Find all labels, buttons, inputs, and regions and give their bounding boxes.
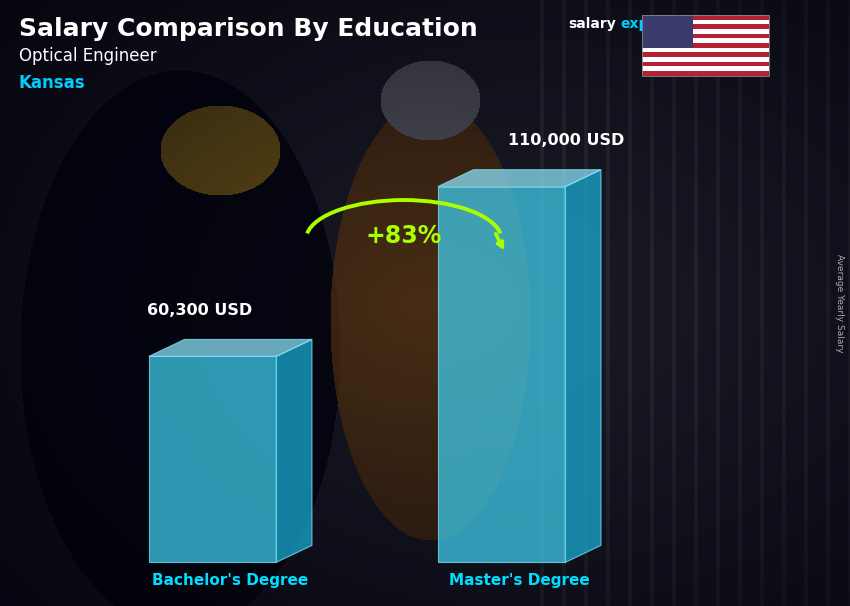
Text: Master's Degree: Master's Degree [449,573,590,588]
Bar [642,29,769,34]
Bar [438,187,565,562]
Text: .com: .com [684,17,722,31]
Bar [642,38,769,43]
Bar [642,15,693,48]
Bar [149,356,276,562]
Text: Bachelor's Degree: Bachelor's Degree [152,573,309,588]
Bar [642,53,769,57]
Text: Kansas: Kansas [19,74,85,92]
Text: explorer: explorer [620,17,686,31]
Bar [642,43,769,48]
Polygon shape [149,339,312,356]
Text: 60,300 USD: 60,300 USD [147,303,252,318]
Bar [642,15,769,20]
Bar [642,57,769,62]
Text: salary: salary [568,17,615,31]
Bar [642,71,769,76]
Text: Average Yearly Salary: Average Yearly Salary [836,254,844,352]
Bar [642,34,769,38]
Text: +83%: +83% [366,224,442,248]
Bar [642,15,769,76]
Bar [642,20,769,24]
Text: Optical Engineer: Optical Engineer [19,47,156,65]
Bar [642,67,769,71]
Polygon shape [438,170,601,187]
Bar [642,24,769,29]
Bar [642,48,769,53]
Polygon shape [565,170,601,562]
Text: Salary Comparison By Education: Salary Comparison By Education [19,17,478,41]
Text: 110,000 USD: 110,000 USD [508,133,624,148]
Bar [642,62,769,67]
Polygon shape [276,339,312,562]
